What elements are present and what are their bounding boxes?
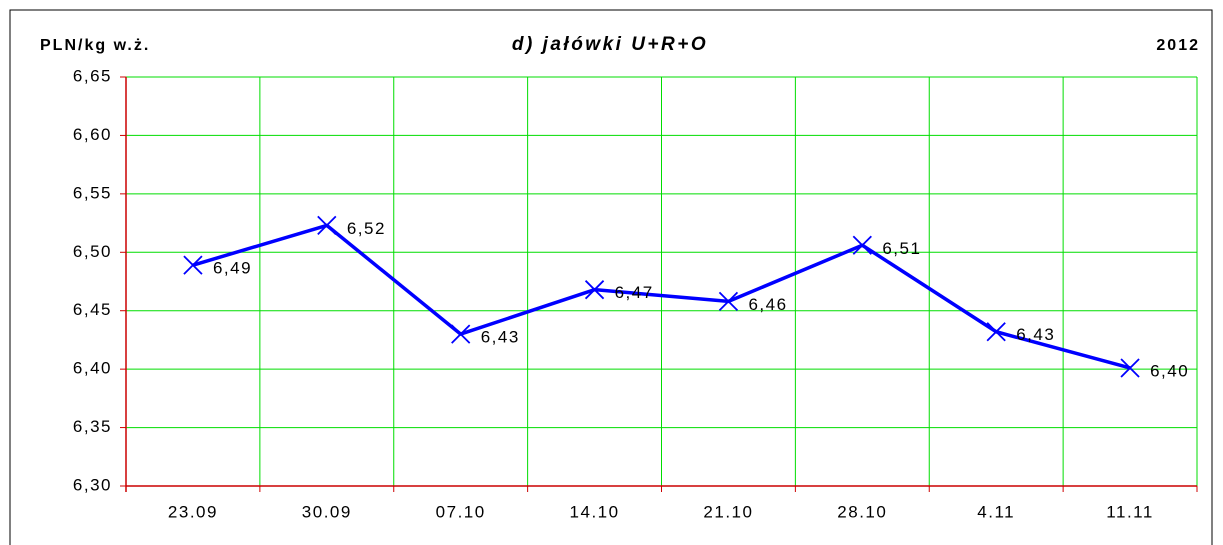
y-tick-label: 6,50 (73, 242, 112, 261)
y-tick-label: 6,35 (73, 417, 112, 436)
frame (9, 9, 1213, 545)
data-label: 6,46 (748, 295, 787, 314)
marker (718, 291, 739, 312)
y-tick-label: 6,55 (73, 183, 112, 202)
chart-title: d) jałówki U+R+O (512, 34, 708, 55)
marker (317, 215, 337, 236)
x-tick-label: 30.09 (302, 502, 352, 521)
x-tick-label: 21.10 (703, 502, 753, 521)
y-tick-label: 6,65 (73, 66, 112, 85)
series-line (192, 223, 1131, 370)
marker (986, 322, 1006, 342)
y-tick-label: 6,30 (73, 475, 112, 494)
x-tick-label: 23.09 (168, 502, 218, 521)
data-label: 6,40 (1150, 361, 1189, 380)
y-tick-label: 6,40 (73, 359, 112, 378)
x-tick-label: 11.11 (1106, 502, 1154, 521)
year-label: 2012 (1156, 37, 1200, 54)
data-label: 6,43 (481, 328, 520, 347)
y-tick-label: 6,60 (73, 125, 112, 144)
data-label: 6,43 (1016, 325, 1055, 344)
y-tick-label: 6,45 (73, 300, 112, 319)
data-label: 6,51 (882, 239, 921, 258)
marker (584, 280, 605, 300)
data-label: 6,52 (347, 219, 386, 238)
marker (852, 235, 872, 255)
marker (183, 255, 203, 275)
data-label: 6,47 (615, 283, 654, 302)
marker (451, 324, 471, 344)
x-tick-label: 14.10 (570, 502, 620, 521)
x-tick-label: 07.10 (436, 502, 486, 521)
x-tick-label: 4.11 (977, 502, 1015, 521)
data-label: 6,49 (213, 259, 252, 278)
x-tick-label: 28.10 (837, 502, 887, 521)
marker (1120, 358, 1140, 378)
y-axis-label: PLN/kg w.ż. (40, 37, 150, 54)
